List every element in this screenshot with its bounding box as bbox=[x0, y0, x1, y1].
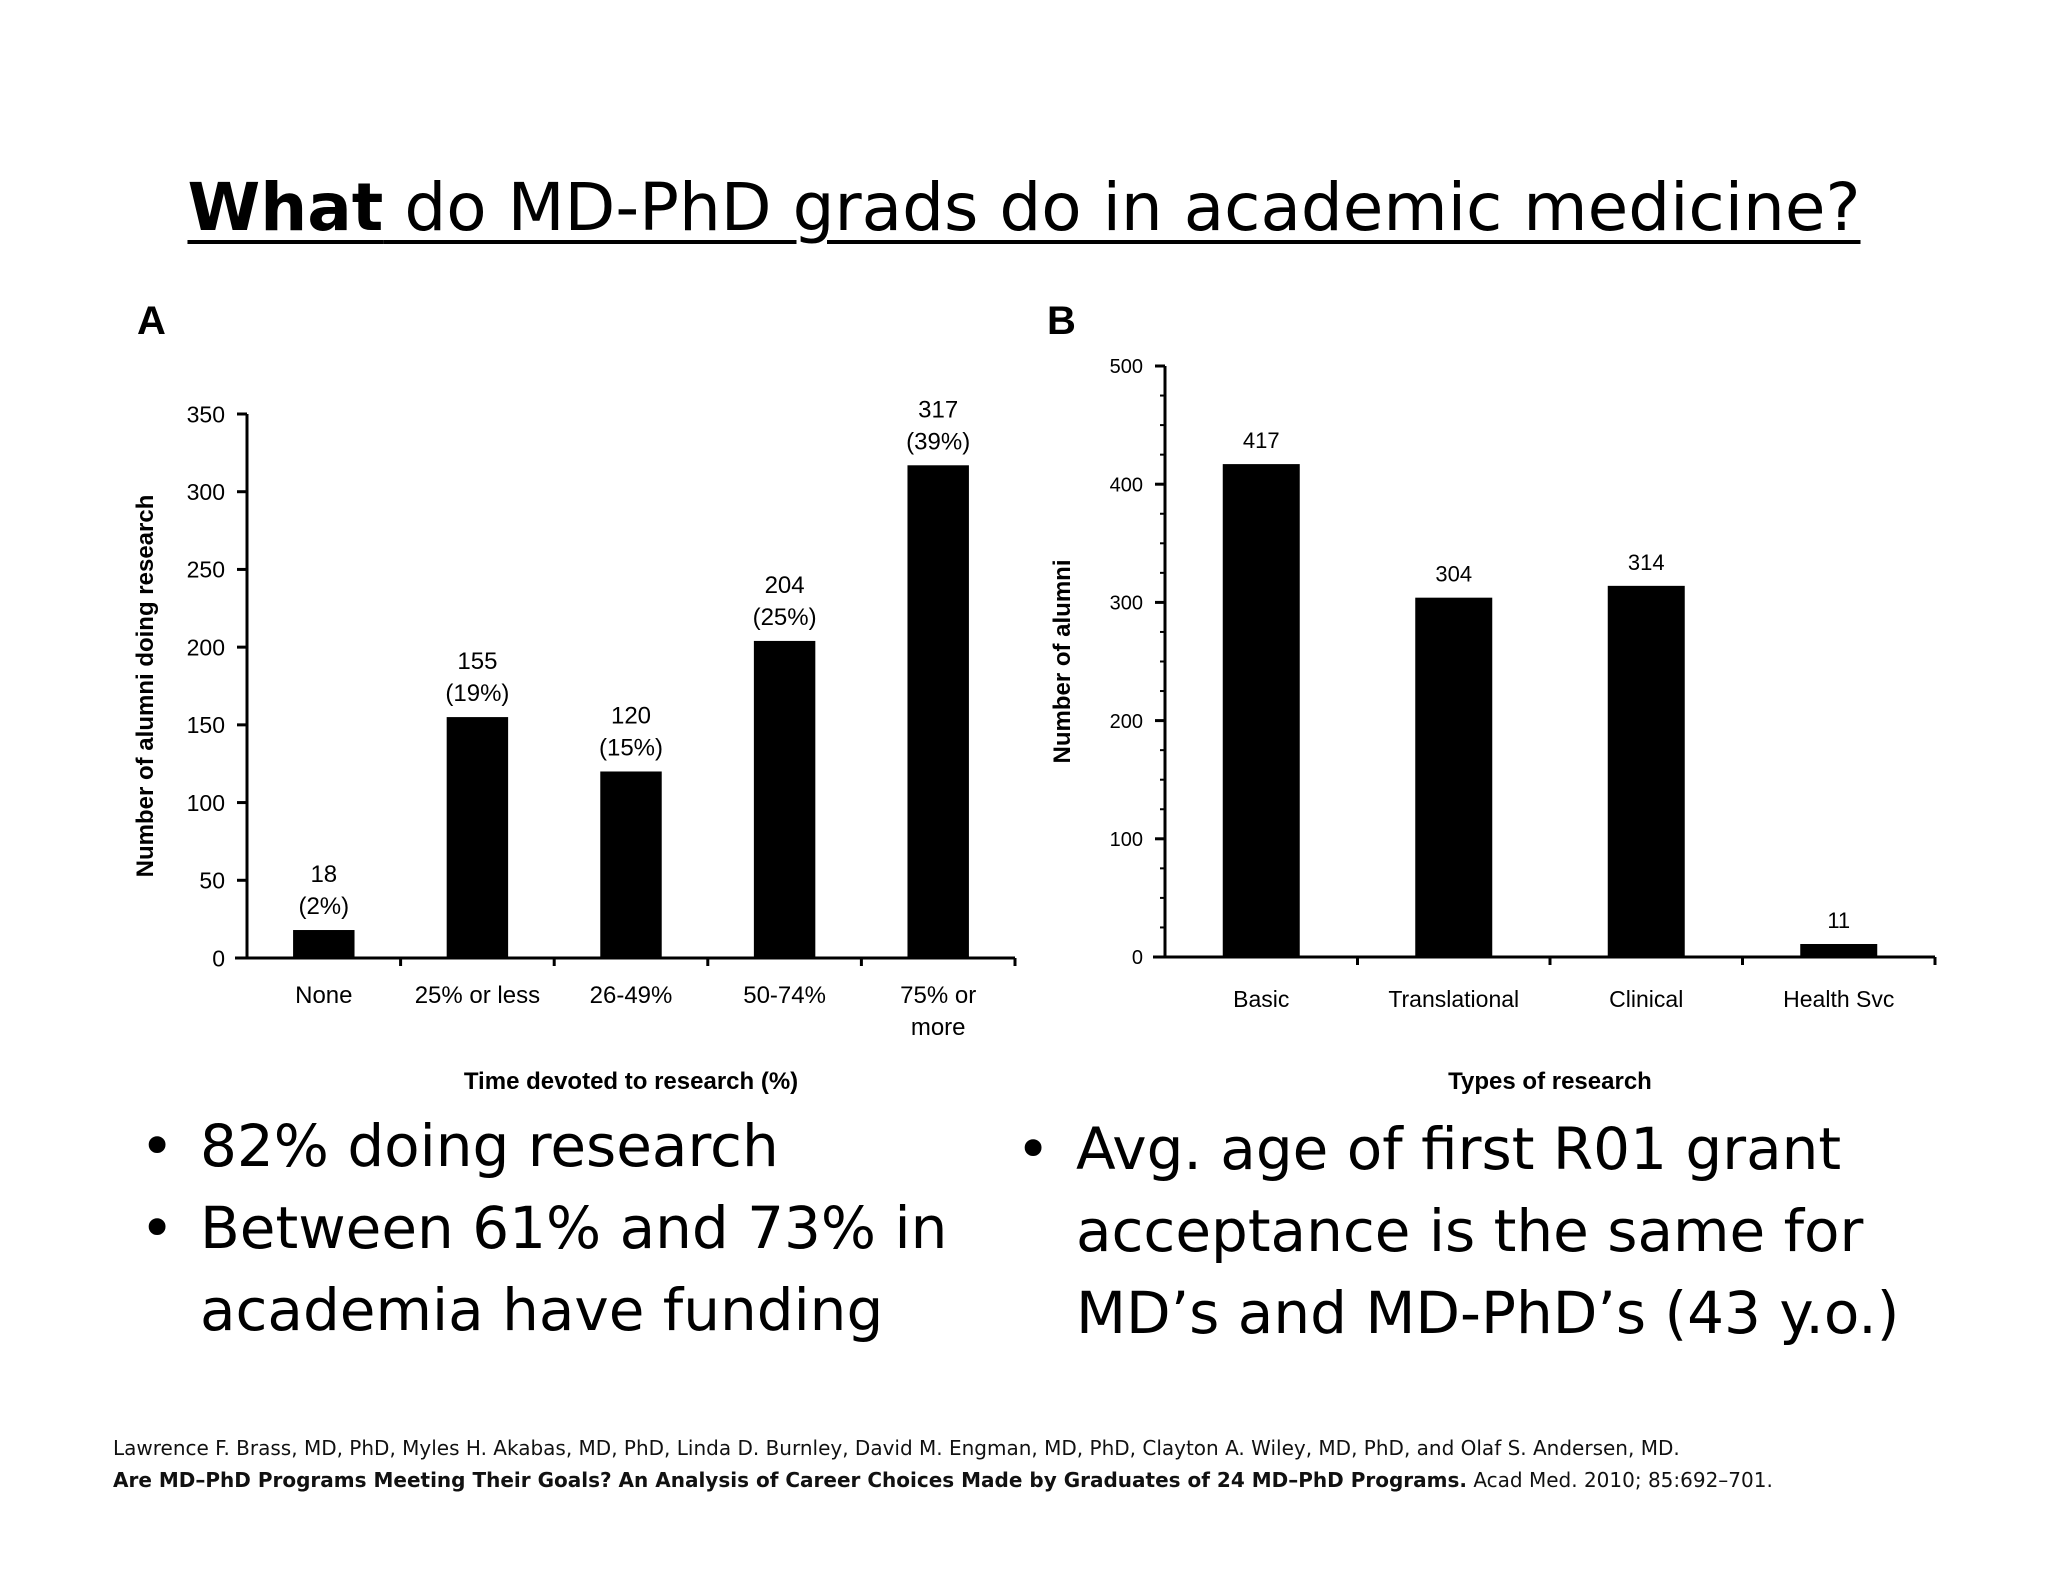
data-label: 204 (25%) bbox=[753, 572, 817, 631]
data-label: 317 (39%) bbox=[906, 396, 970, 455]
panel-letter: A bbox=[137, 299, 166, 343]
x-tick-label: 75% or more bbox=[900, 982, 976, 1041]
bullet-list-right: • Avg. age of first R01 grant acceptance … bbox=[1010, 1108, 1950, 1354]
data-label: 120 (15%) bbox=[599, 702, 663, 761]
y-tick-label: 250 bbox=[187, 557, 225, 583]
citation-authors: Lawrence F. Brass, MD, PhD, Myles H. Aka… bbox=[113, 1436, 1680, 1460]
y-tick-label: 0 bbox=[1132, 947, 1143, 969]
y-tick-label: 0 bbox=[212, 945, 225, 971]
data-label: 304 bbox=[1435, 562, 1472, 587]
bullet-text: Avg. age of first R01 grant acceptance i… bbox=[1076, 1115, 1900, 1347]
data-label: 314 bbox=[1628, 550, 1665, 575]
x-tick-label: None bbox=[295, 982, 352, 1009]
bullet-symbol: • bbox=[140, 1112, 175, 1180]
bar bbox=[293, 930, 355, 958]
x-tick-label: Clinical bbox=[1609, 986, 1683, 1012]
y-tick-label: 150 bbox=[187, 712, 225, 738]
bullet-list-left: • 82% doing research • Between 61% and 73% … bbox=[134, 1105, 994, 1351]
y-tick-label: 100 bbox=[187, 790, 225, 816]
y-tick-label: 200 bbox=[1110, 711, 1143, 733]
x-axis-title: Time devoted to research (%) bbox=[464, 1068, 798, 1095]
bar bbox=[1607, 585, 1685, 957]
y-tick-label: 300 bbox=[187, 479, 225, 505]
x-tick-label: Translational bbox=[1388, 986, 1519, 1012]
bullet-left-1: • Between 61% and 73% in academia have fu… bbox=[134, 1187, 994, 1351]
slide-title-bold: What bbox=[187, 169, 384, 246]
bar bbox=[753, 640, 816, 958]
x-tick-label: Basic bbox=[1233, 986, 1289, 1012]
bar bbox=[446, 717, 509, 958]
bar bbox=[600, 771, 662, 958]
bullet-left-0: • 82% doing research bbox=[134, 1105, 994, 1187]
chart-a: A 0 50 100 150 200 250 300 350 18 (2%) None 155 (19%)… bbox=[132, 299, 1017, 1095]
citation-journal: Acad Med. 2010; 85:692–701. bbox=[1466, 1468, 1773, 1492]
y-tick-label: 300 bbox=[1110, 593, 1143, 615]
y-tick-label: 500 bbox=[1110, 356, 1143, 378]
bullet-symbol: • bbox=[1016, 1115, 1051, 1183]
data-label: 417 bbox=[1243, 428, 1280, 453]
bar bbox=[1800, 943, 1878, 957]
slide-title: What do MD-PhD grads do in academic medi… bbox=[0, 168, 2048, 248]
x-axis-title: Types of research bbox=[1448, 1068, 1652, 1095]
data-label: 155 (19%) bbox=[445, 648, 509, 707]
y-tick-label: 400 bbox=[1110, 474, 1143, 496]
chart-b: B 0 100 200 300 400 500 417 Basic 304 Translationa… bbox=[1047, 299, 1937, 1095]
x-tick-label: 25% or less bbox=[415, 982, 540, 1009]
y-tick-label: 350 bbox=[187, 401, 225, 427]
bullet-symbol: • bbox=[140, 1194, 175, 1262]
y-tick-label: 100 bbox=[1110, 829, 1143, 851]
y-axis-title: Number of alumni doing research bbox=[132, 495, 159, 878]
bar bbox=[907, 465, 969, 958]
y-axis-title: Number of alumni bbox=[1049, 559, 1076, 763]
y-tick-label: 200 bbox=[187, 634, 225, 660]
panel-letter: B bbox=[1047, 299, 1076, 343]
bar bbox=[1415, 597, 1493, 957]
y-tick-label: 50 bbox=[199, 868, 225, 894]
data-label: 18 (2%) bbox=[298, 861, 349, 920]
x-tick-label: 26-49% bbox=[590, 982, 673, 1009]
bullet-right-0: • Avg. age of first R01 grant acceptance … bbox=[1010, 1108, 1950, 1354]
bar bbox=[1222, 464, 1300, 957]
citation-article-title: Are MD–PhD Programs Meeting Their Goals?… bbox=[113, 1468, 1467, 1492]
x-tick-label: Health Svc bbox=[1783, 986, 1894, 1012]
slide-title-rest: do MD-PhD grads do in academic medicine? bbox=[383, 169, 1861, 246]
citation: Lawrence F. Brass, MD, PhD, Myles H. Aka… bbox=[113, 1432, 1973, 1496]
bullet-text: Between 61% and 73% in academia have fun… bbox=[200, 1194, 948, 1344]
citation-source: Are MD–PhD Programs Meeting Their Goals?… bbox=[113, 1464, 1973, 1496]
x-tick-label: 50-74% bbox=[743, 982, 826, 1009]
data-label: 11 bbox=[1827, 908, 1850, 933]
bullet-text: 82% doing research bbox=[200, 1112, 779, 1180]
